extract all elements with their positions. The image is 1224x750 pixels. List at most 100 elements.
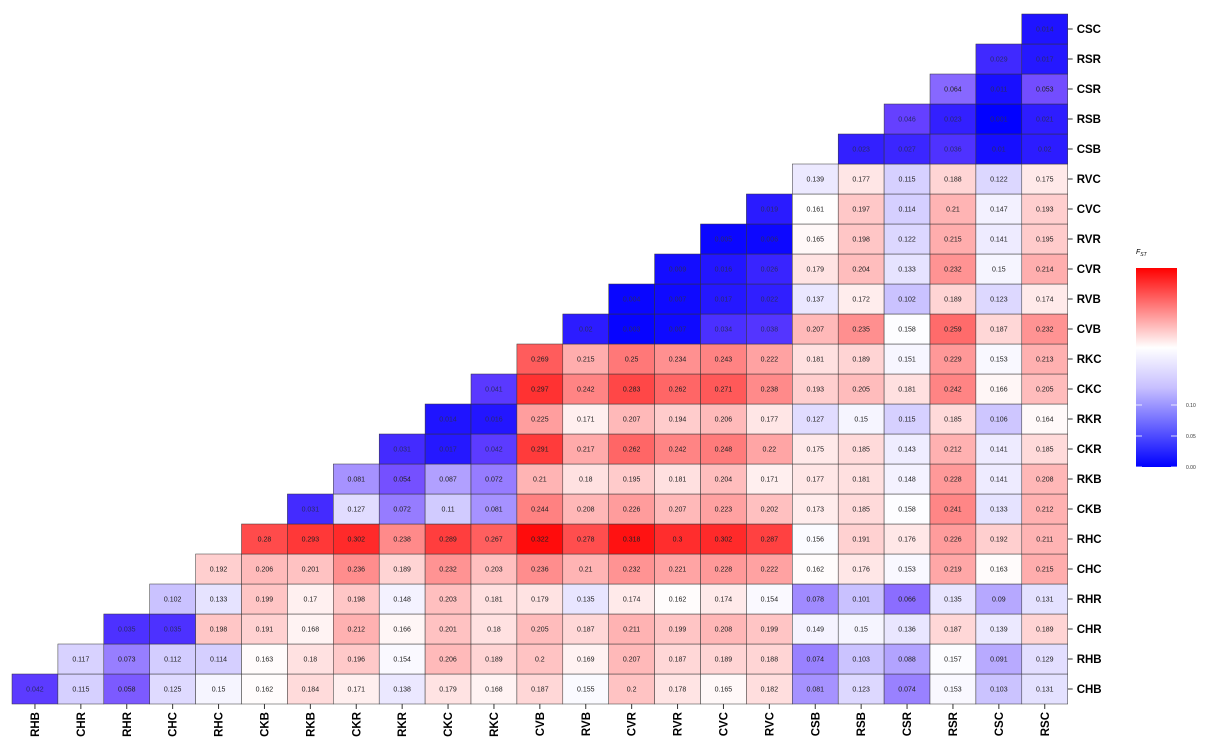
cell-value-label: 0.081 [347, 477, 365, 484]
heatmap-cell-RHB-CVB [516, 643, 564, 675]
cell-value-label: 0.041 [485, 387, 503, 394]
heatmap-cell-RHB-CVC [700, 643, 747, 675]
heatmap-cell-CHR-RSB [837, 613, 885, 645]
cell-value-label: 0.001 [990, 117, 1008, 124]
cell-value-label: 0.189 [1036, 627, 1054, 634]
cell-value-label: 0.219 [944, 567, 962, 574]
heatmap-cell-CKC-RSC [1021, 373, 1068, 405]
cell-value-label: 0.232 [439, 567, 457, 574]
x-axis-label-RVC: RVC [764, 712, 776, 736]
heatmap-cell-CKB-CSC [975, 493, 1023, 525]
heatmap-cell-RHC-RSC [1021, 523, 1068, 555]
heatmap-cell-CHB-CHR [57, 673, 105, 705]
cell-value-label: 0.15 [854, 417, 868, 424]
heatmap-cell-CVR-RSC [1021, 253, 1068, 285]
cell-value-label: 0.197 [852, 207, 870, 214]
cell-value-label: 0.151 [898, 357, 916, 364]
heatmap-cell-RHC-CKR [333, 523, 380, 555]
cell-value-label: 0.15 [992, 267, 1006, 274]
cell-value-label: 0.174 [1036, 297, 1054, 304]
cell-value-label: 0.221 [669, 567, 687, 574]
heatmap-cell-CHR-RVC [746, 613, 793, 645]
heatmap-cell-RHC-RVC [746, 523, 793, 555]
cell-value-label: 0.189 [485, 657, 503, 664]
heatmap-cell-CHR-CSB [792, 613, 839, 645]
cell-value-label: 0.074 [898, 687, 916, 694]
x-axis-label-CVC: CVC [718, 712, 730, 736]
heatmap-cell-CHC-RVC [746, 553, 793, 585]
cell-value-label: 0.194 [669, 417, 687, 424]
cell-value-label: 0.242 [577, 387, 595, 394]
cell-value-label: 0.087 [439, 477, 457, 484]
cell-value-label: 0.207 [669, 507, 687, 514]
heatmap-cell-RSB-RSR [929, 103, 977, 135]
heatmap-cell-CVR-CSR [883, 253, 931, 285]
cell-value-label: 0.223 [715, 507, 733, 514]
cell-value-label: 0.035 [164, 627, 182, 634]
cell-value-label: 0.169 [577, 657, 595, 664]
heatmap-cell-CKC-CVC [700, 373, 747, 405]
cell-value-label: 0.122 [990, 177, 1008, 184]
cell-value-label: 0.203 [485, 567, 503, 574]
heatmap-cell-RSB-RSC [1021, 103, 1068, 135]
heatmap-cell-CHB-CSR [883, 673, 931, 705]
heatmap-cell-CSR-RSR [929, 73, 977, 105]
heatmap-cell-RHB-RHC [195, 643, 242, 675]
cell-value-label: 0.226 [623, 507, 641, 514]
heatmap-cell-CKB-RVC [746, 493, 793, 525]
cell-value-label: 0.138 [393, 687, 411, 694]
cell-value-label: 0.206 [439, 657, 457, 664]
cell-value-label: 0.123 [852, 687, 870, 694]
y-axis-label-RVC: RVC [1077, 174, 1101, 186]
heatmap-cell-RHR-RSR [929, 583, 977, 615]
cell-value-label: 0.148 [898, 477, 916, 484]
heatmap-cell-RKB-RKR [378, 463, 426, 495]
y-axis-label-RHR: RHR [1077, 594, 1103, 606]
cell-value-label: 0.189 [852, 357, 870, 364]
heatmap-cell-RHC-CVB [516, 523, 564, 555]
cell-value-label: 0.163 [990, 567, 1008, 574]
cell-value-label: 0.161 [806, 207, 824, 214]
cell-value-label: 0.206 [256, 567, 274, 574]
cell-value-label: 0.2 [627, 687, 637, 694]
cell-value-label: 0.211 [1036, 537, 1053, 544]
heatmap-cell-RHR-CSB [792, 583, 839, 615]
cell-value-label: 0.02 [579, 327, 593, 334]
heatmap-cell-RHR-CVR [608, 583, 655, 615]
cell-value-label: 0.175 [806, 447, 824, 454]
heatmap-cell-RKC-RSR [929, 343, 977, 375]
y-axis-label-CVC: CVC [1077, 204, 1101, 216]
cell-value-label: 0.139 [990, 627, 1008, 634]
cell-value-label: 0.112 [164, 657, 181, 664]
cell-value-label: 0.11 [441, 507, 454, 514]
cell-value-label: 0.184 [302, 687, 320, 694]
cell-value-label: 0.181 [898, 387, 916, 394]
heatmap-cell-CKB-CKC [424, 493, 472, 525]
y-axis-label-CHR: CHR [1077, 624, 1103, 636]
x-axis-label-RSC: RSC [1040, 712, 1052, 736]
heatmap-cell-CSB-CSC [975, 133, 1023, 165]
heatmap-cell-CHB-CHC [149, 673, 196, 705]
heatmap-cell-RHR-CSC [975, 583, 1023, 615]
heatmap-cell-RKB-CSR [883, 463, 931, 495]
legend-title-sub: ST [1140, 252, 1147, 258]
cell-value-label: 0.031 [302, 507, 320, 514]
cell-value-label: 0.208 [1036, 477, 1054, 484]
heatmap-cell-RHB-RSC [1021, 643, 1068, 675]
legend-tick-label: 0.00 [1186, 465, 1196, 471]
cell-value-label: 0.248 [715, 447, 733, 454]
cell-value-label: 0.244 [531, 507, 549, 514]
cell-value-label: 0.185 [852, 507, 870, 514]
heatmap-cell-CHB-CKB [241, 673, 288, 705]
heatmap-cell-CHC-CVB [516, 553, 564, 585]
heatmap-cell-CHC-RVR [654, 553, 701, 585]
cell-value-label: 0.207 [623, 657, 641, 664]
heatmap-cell-CKR-RKR [378, 433, 426, 465]
heatmap-cell-CHC-RVB [562, 553, 609, 585]
cell-value-label: 0.163 [256, 657, 274, 664]
heatmap-cell-RKR-RVB [562, 403, 609, 435]
heatmap-cell-CVB-RSC [1021, 313, 1068, 345]
cell-value-label: 0.21 [533, 477, 547, 484]
cell-value-label: 0.081 [485, 507, 503, 514]
cell-value-label: 0.187 [531, 687, 549, 694]
